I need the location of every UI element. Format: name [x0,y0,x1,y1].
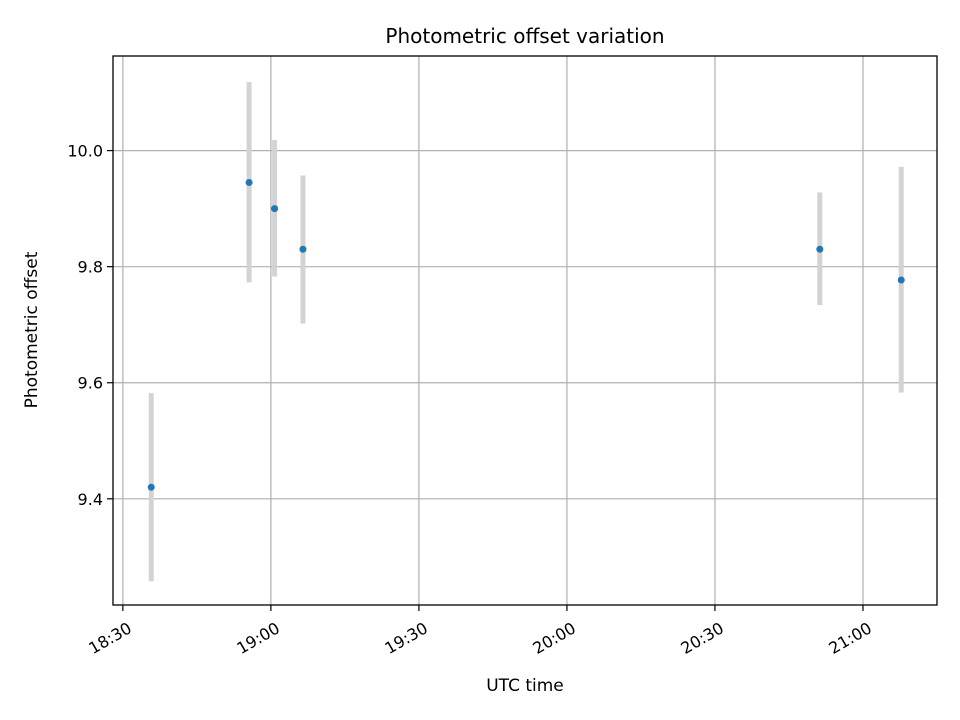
y-tick-label: 9.6 [78,374,103,393]
x-axis-title: UTC time [486,676,564,696]
chart-title: Photometric offset variation [385,24,664,48]
y-axis-title: Photometric offset [22,251,42,408]
data-point [897,276,905,284]
y-axis-ticks: 9.4 9.6 9.8 10.0 [67,142,113,509]
gridlines [113,56,937,605]
y-tick-label: 9.4 [78,490,103,509]
data-point [147,483,155,491]
y-tick-label: 9.8 [78,258,103,277]
data-points [147,179,905,491]
data-point [816,245,824,253]
plot-frame [112,55,938,606]
y-tick-label: 10.0 [67,142,103,161]
data-point [271,205,279,213]
data-point [299,245,307,253]
data-point [245,179,253,187]
